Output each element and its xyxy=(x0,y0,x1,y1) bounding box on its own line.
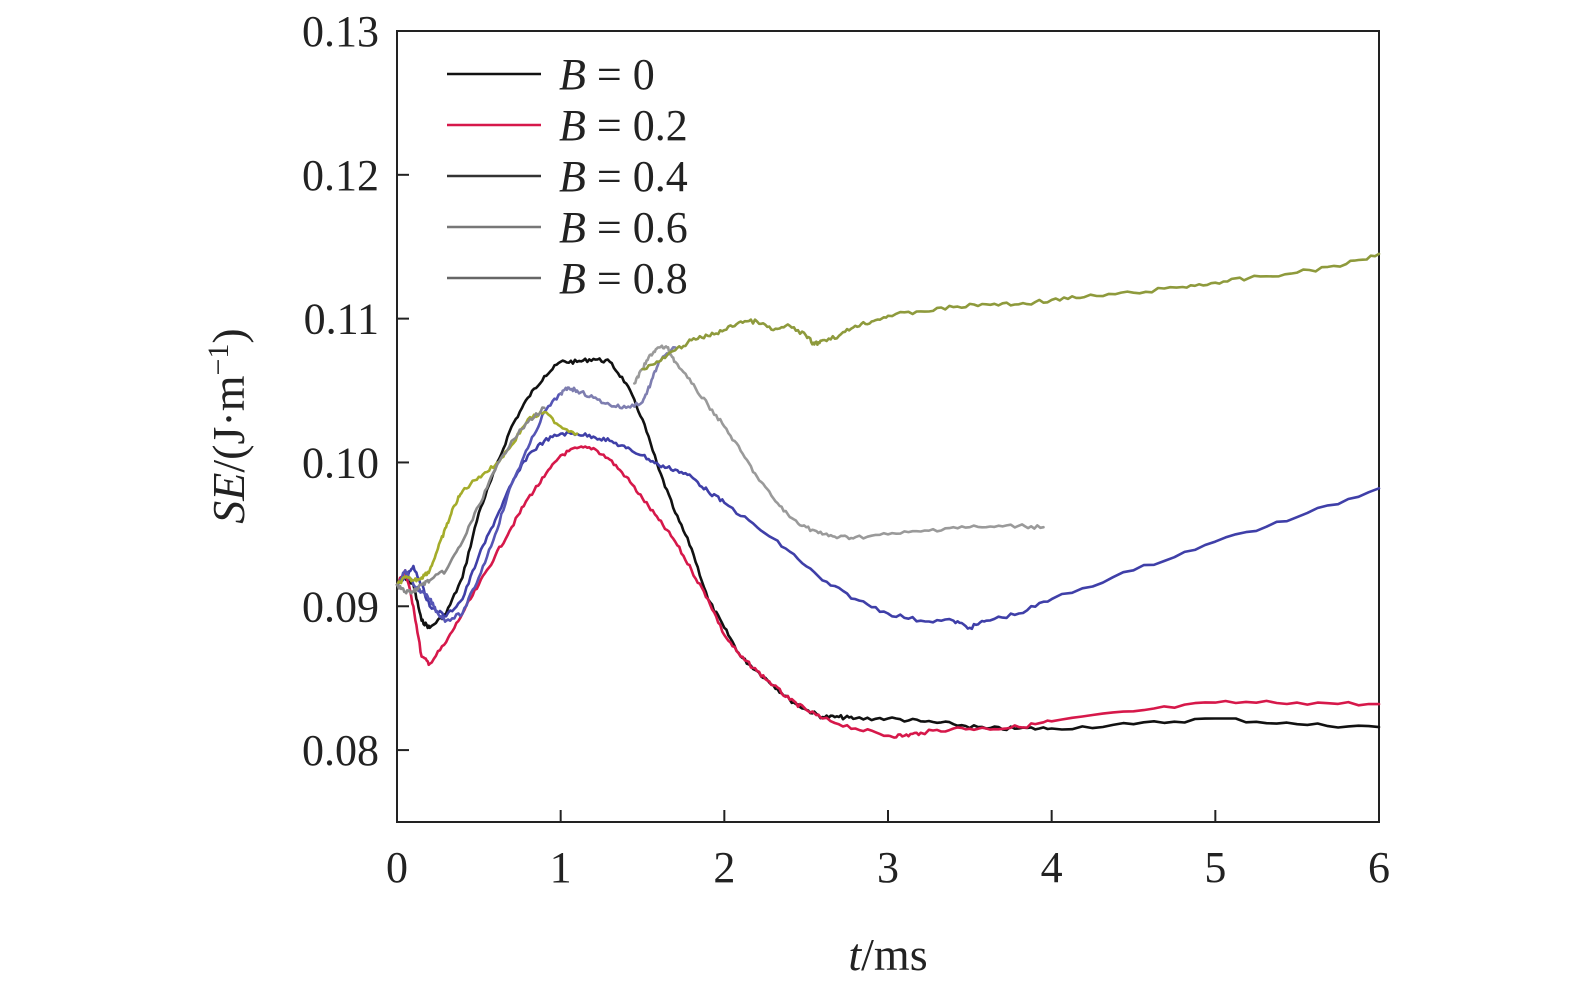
series-b-0-2 xyxy=(395,445,1381,739)
x-axis-title: t/ms xyxy=(848,929,927,980)
x-tick-label: 2 xyxy=(713,843,735,892)
series-b-0 xyxy=(395,357,1381,732)
y-axis-unit: /(J·m xyxy=(203,375,254,472)
legend-label: B = 0.8 xyxy=(559,254,688,303)
x-tick-label: 3 xyxy=(877,843,899,892)
x-axis-var: t xyxy=(848,929,862,980)
x-axis-unit: /ms xyxy=(861,929,927,980)
series-line xyxy=(395,392,562,623)
y-tick-label: 0.13 xyxy=(302,7,379,56)
y-tick-label: 0.08 xyxy=(302,726,379,775)
legend: B = 0B = 0.2B = 0.4B = 0.6B = 0.8 xyxy=(447,50,688,303)
legend-label: B = 0 xyxy=(559,50,655,99)
y-axis-title: SE/(J·m−1) xyxy=(202,328,254,523)
y-axis-unit-sup: −1 xyxy=(202,344,235,376)
series-layer xyxy=(395,252,1381,739)
legend-label: B = 0.6 xyxy=(559,203,688,252)
series-b-0-6 xyxy=(395,346,677,623)
y-tick-label: 0.11 xyxy=(304,295,379,344)
y-tick-label: 0.09 xyxy=(302,582,379,631)
series-line xyxy=(395,357,1381,732)
x-tick-label: 5 xyxy=(1204,843,1226,892)
y-axis-unit-close: ) xyxy=(203,328,254,343)
series-line xyxy=(395,406,546,595)
series-line xyxy=(395,431,1381,631)
series-line xyxy=(395,410,579,586)
y-axis-var: SE xyxy=(203,473,254,524)
x-tick-label: 0 xyxy=(386,843,408,892)
legend-label: B = 0.2 xyxy=(559,101,688,150)
series-line xyxy=(633,344,1045,541)
y-tick-label: 0.10 xyxy=(302,438,379,487)
series-line xyxy=(641,252,1381,371)
axis-ticks: 0 1 2 3 4 5 6 0.08 0.09 0.10 0.11 0.12 0.13 xyxy=(302,7,1390,892)
series-line xyxy=(395,445,1381,739)
series-b-0-4 xyxy=(395,431,1381,631)
series-b-0-8 xyxy=(395,252,1381,595)
x-tick-label: 6 xyxy=(1368,843,1390,892)
x-tick-label: 1 xyxy=(550,843,572,892)
x-tick-label: 4 xyxy=(1041,843,1063,892)
series-line xyxy=(559,346,677,410)
legend-label: B = 0.4 xyxy=(559,152,688,201)
y-tick-label: 0.12 xyxy=(302,151,379,200)
